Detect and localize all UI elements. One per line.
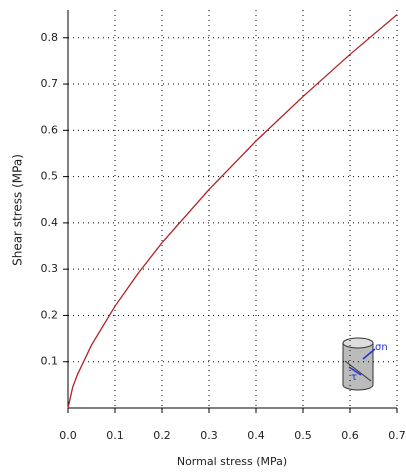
y-tick-label: 0.3	[41, 262, 59, 275]
y-tick-label: 0.8	[41, 31, 59, 44]
x-tick-label: 0.5	[294, 429, 312, 442]
x-tick-label: 0.0	[59, 429, 77, 442]
y-tick-label: 0.6	[41, 123, 59, 136]
y-tick-label: 0.7	[41, 77, 59, 90]
x-tick-label: 0.1	[106, 429, 124, 442]
x-tick-label: 0.3	[200, 429, 218, 442]
y-tick-label: 0.4	[41, 216, 59, 229]
y-tick-label: 0.1	[41, 355, 59, 368]
annotation: σn	[375, 342, 388, 353]
x-tick-label: 0.4	[247, 429, 265, 442]
x-tick-label: 0.6	[341, 429, 359, 442]
y-axis-label: Shear stress (MPa)	[11, 154, 25, 266]
x-axis-label: Normal stress (MPa)	[177, 455, 287, 468]
x-tick-label: 0.2	[153, 429, 171, 442]
x-tick-label: 0.7	[388, 429, 406, 442]
annotation: τ	[351, 372, 357, 383]
y-tick-label: 0.5	[41, 170, 59, 183]
data-line	[67, 14, 398, 409]
y-tick-label: 0.2	[41, 308, 59, 321]
